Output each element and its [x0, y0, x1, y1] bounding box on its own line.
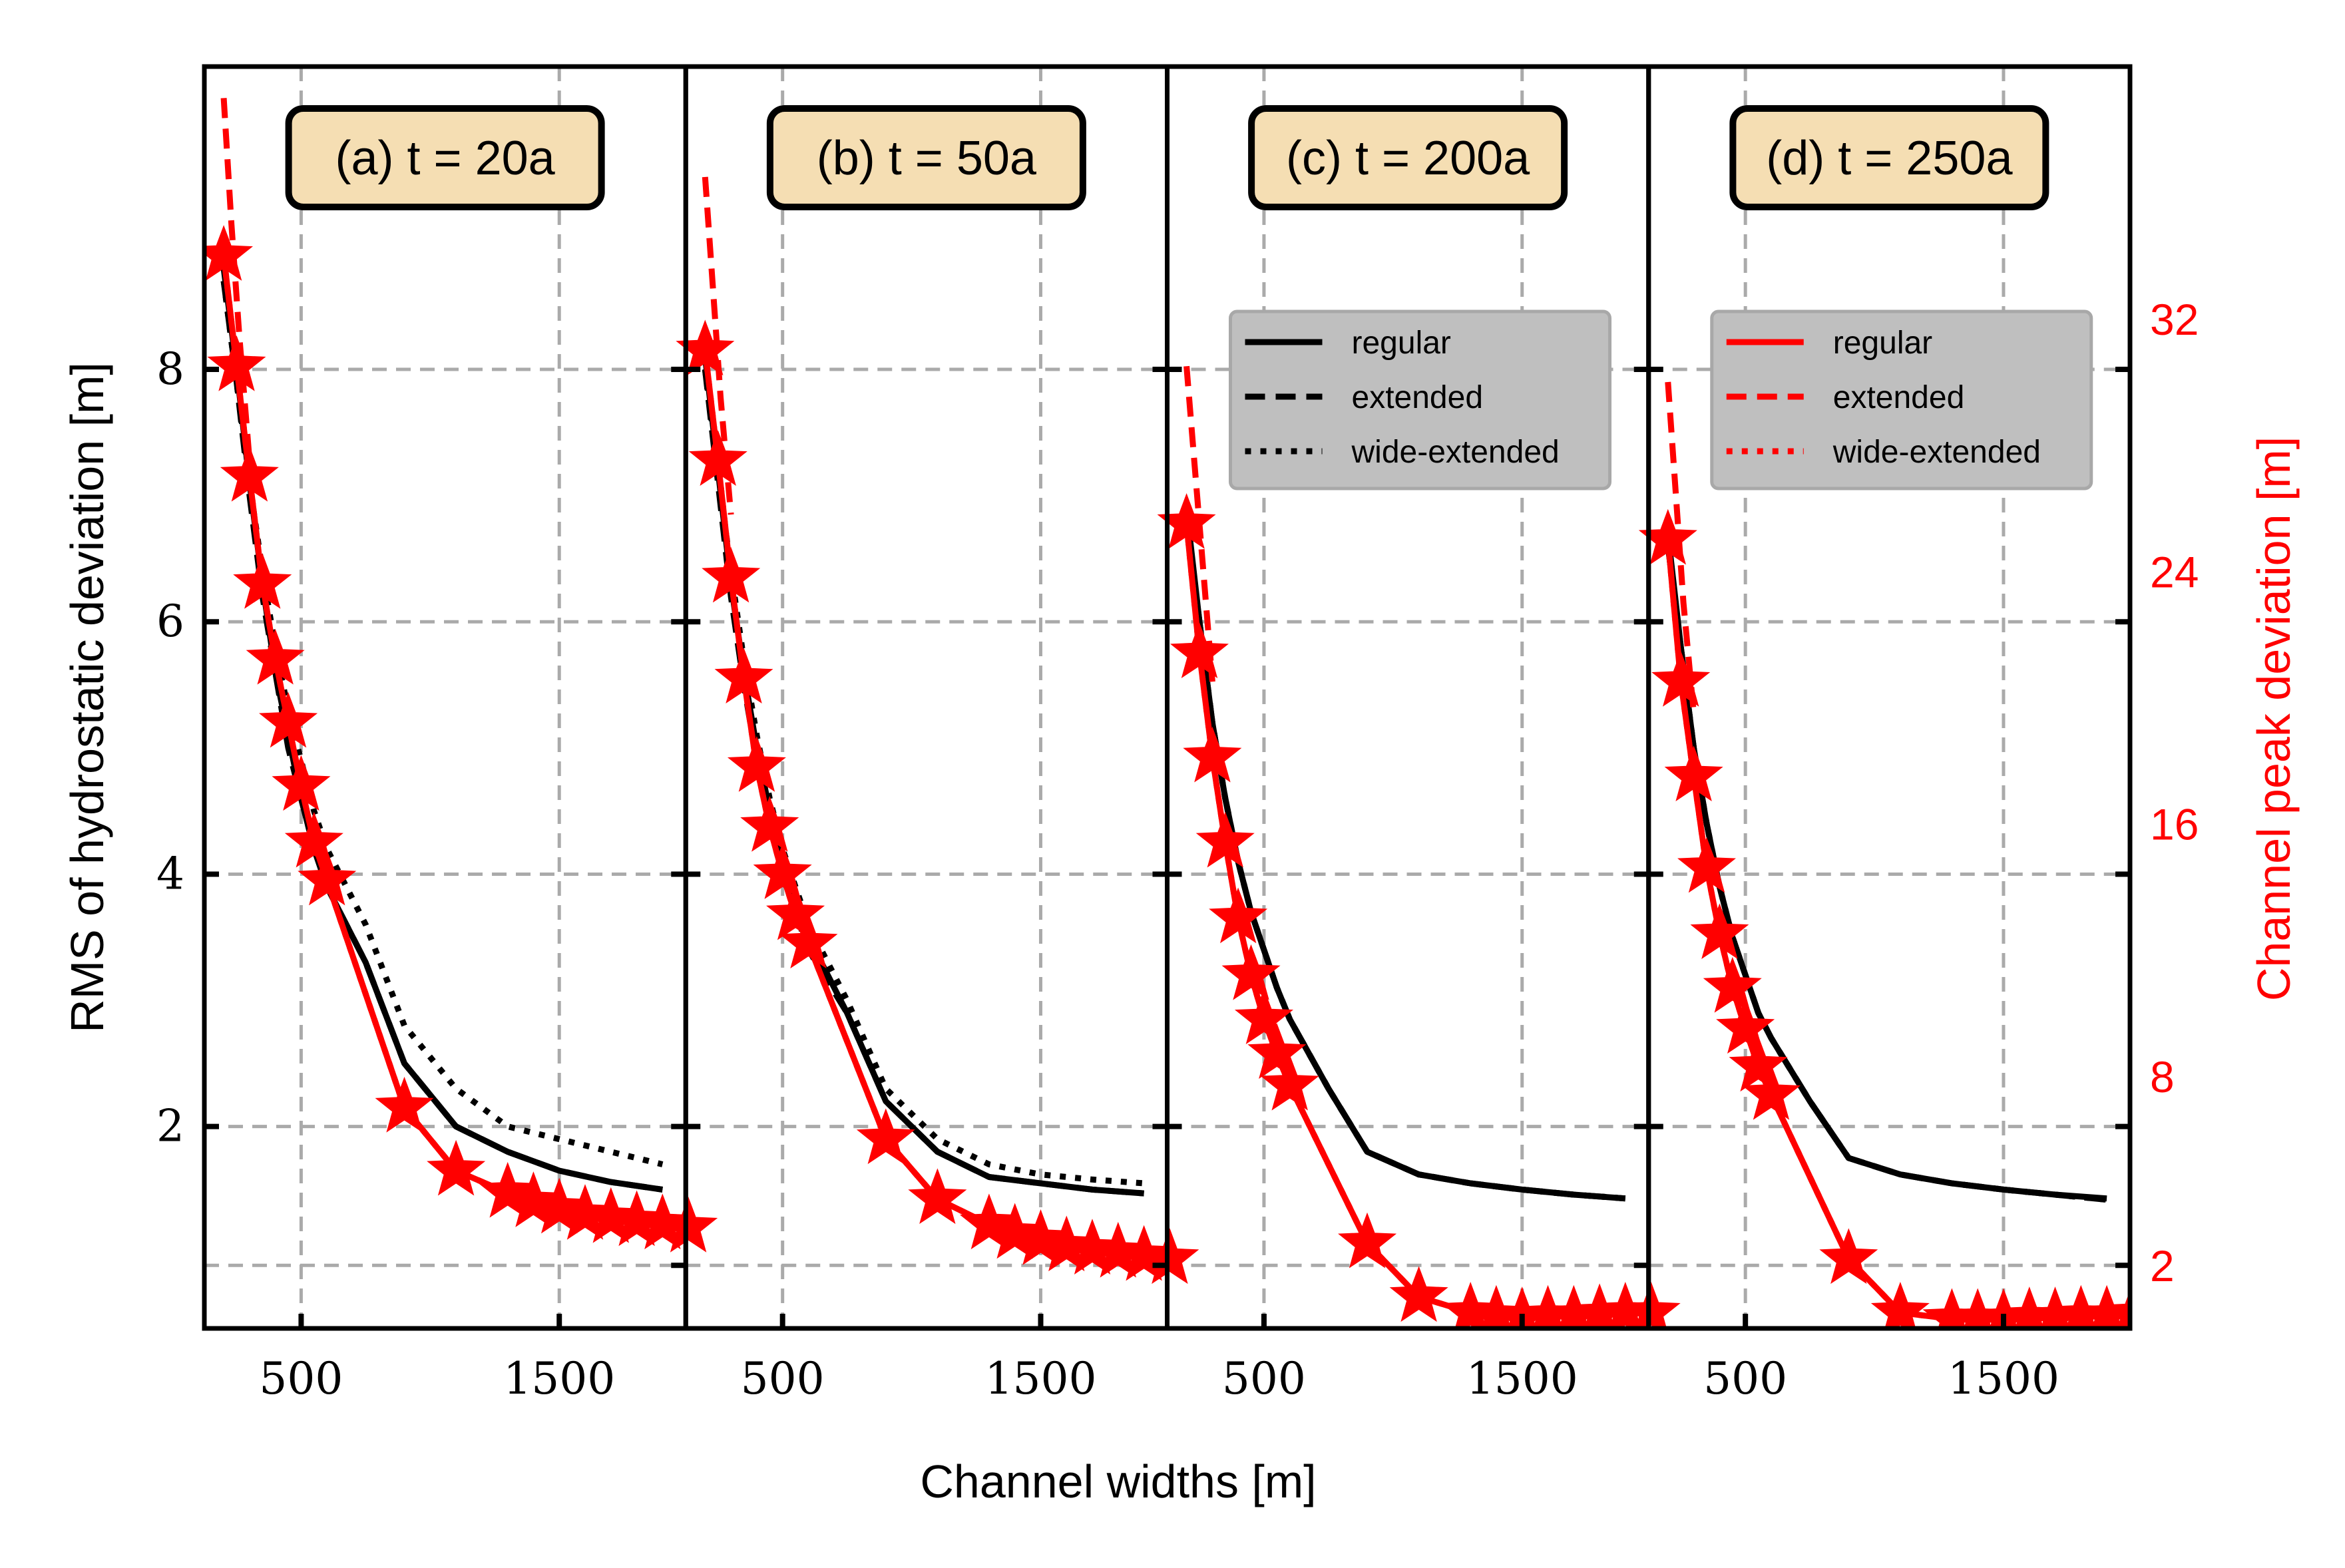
data-point-star [1338, 1212, 1397, 1269]
panel-title: (d) t = 250a [1766, 132, 2013, 185]
data-point-star [1234, 988, 1293, 1044]
data-point-star [1195, 811, 1255, 868]
series-line-regular-left [702, 356, 1144, 1197]
legend-box [1229, 309, 1611, 490]
legend-label: extended [1352, 380, 1484, 415]
x-axis-label: Channel widths [m] [920, 1456, 1316, 1507]
panel-title: (a) t = 20a [335, 132, 556, 185]
y2-tick-label: 24 [2150, 547, 2199, 596]
panel-frame [1165, 64, 1651, 1331]
x-tick-label: 500 [1703, 1353, 1787, 1404]
legend-box [1710, 309, 2093, 490]
panel-label-box [1248, 105, 1568, 210]
legends: regular extended wide-extended regular exten… [1229, 309, 2093, 490]
data-point-star [1690, 903, 1749, 959]
x-tick-label: 1500 [503, 1353, 615, 1404]
y-axis-label-left: RMS of hydrostatic deviation [m] [61, 362, 113, 1033]
y-tick-label: 2 [156, 1101, 184, 1152]
data-point-star [375, 1076, 434, 1133]
data-point-star [1870, 1282, 1930, 1328]
x-tick-label: 1500 [1948, 1353, 2059, 1404]
panel-title: (c) t = 200a [1286, 132, 1530, 185]
series-line-extended-right [1665, 381, 1697, 714]
x-tick-label: 1500 [984, 1353, 1096, 1404]
y-tick-label: 8 [156, 343, 184, 395]
series-line-wide-extended-right [702, 350, 1170, 1263]
series-line-wide-extended-right [1665, 539, 2130, 1322]
panel-label-box [285, 105, 605, 210]
legend-label: regular [1352, 325, 1451, 361]
series-line-regular-left [1183, 508, 1626, 1202]
data-point-star [702, 546, 761, 603]
panel-label-box [766, 105, 1086, 210]
x-tick-label: 500 [741, 1353, 825, 1404]
y-axis-label-right: Channel peak deviation [m] [2248, 437, 2300, 1001]
data-point-star [2103, 1290, 2130, 1328]
y2-tick-label: 16 [2150, 800, 2199, 849]
data-point-star [1729, 1036, 1788, 1092]
data-point-star [1621, 1282, 1681, 1328]
y2-tick-label: 2 [2150, 1241, 2175, 1290]
series-line-regular-left [1665, 532, 2107, 1202]
data-series [204, 98, 2130, 1328]
panel-labels: (a) t = 20a (b) t = 50a (c) t = 200a (d) t … [285, 105, 2049, 210]
series-line-wide-extended-right [220, 255, 689, 1231]
panel-frame [202, 64, 688, 1331]
series-line-regular-right [702, 350, 1170, 1263]
legend-label: wide-extended [1351, 435, 1560, 470]
y2-tick-label: 8 [2150, 1052, 2175, 1101]
panel-title: (b) t = 50a [817, 132, 1037, 185]
data-point-star [753, 843, 812, 899]
panel-frames [202, 64, 2133, 1331]
panel-label-box [1729, 105, 2049, 210]
x-tick-label: 500 [259, 1353, 343, 1404]
series-line-extended-right [220, 98, 253, 461]
y-tick-label: 4 [156, 848, 184, 899]
data-point-star [1209, 887, 1268, 944]
y-tick-label: 6 [156, 596, 184, 647]
data-point-star [1221, 944, 1281, 1000]
data-point-star [1703, 956, 1762, 1013]
data-point-star [204, 225, 254, 281]
series-line-extended-right [1183, 365, 1215, 682]
legend-label: regular [1833, 325, 1932, 361]
legend-label: extended [1833, 380, 1965, 415]
data-point-star [1741, 1064, 1801, 1120]
x-tick-label: 1500 [1466, 1353, 1578, 1404]
data-point-star [1389, 1266, 1448, 1322]
series-line-extended-right [702, 176, 734, 515]
series-line-wide-extended-left [1183, 520, 1626, 1202]
data-point-star [1819, 1228, 1878, 1284]
series-line-wide-extended-right [1183, 523, 1651, 1320]
x-tick-label: 500 [1222, 1353, 1306, 1404]
data-point-star [272, 755, 331, 811]
data-point-star [259, 691, 318, 748]
data-point-star [284, 811, 343, 868]
legend-label: wide-extended [1832, 435, 2041, 470]
panel-frame [1646, 64, 2133, 1331]
y2-tick-label: 32 [2150, 295, 2199, 344]
series-line-wide-extended-left [702, 369, 1144, 1187]
